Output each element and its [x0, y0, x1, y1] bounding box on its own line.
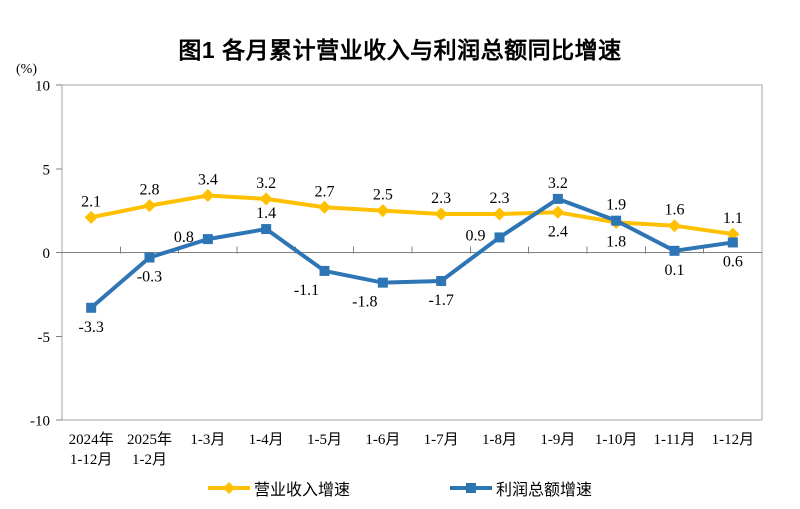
legend-square-marker-icon [450, 483, 492, 493]
marker-diamond-revenue-growth [493, 207, 506, 221]
marker-square-profit-growth [436, 275, 447, 286]
data-label-profit-growth: 0.8 [174, 229, 194, 246]
marker-diamond-revenue-growth [143, 199, 156, 213]
marker-square-profit-growth [144, 252, 155, 263]
data-label-profit-growth: 0.1 [665, 262, 685, 279]
x-axis-category-label: 1-4月 [249, 432, 284, 448]
marker-diamond-revenue-growth [726, 227, 740, 241]
data-label-profit-growth: 1.9 [606, 197, 626, 214]
marker-square-profit-growth [86, 302, 97, 313]
data-label-revenue-growth: 1.8 [606, 233, 626, 250]
marker-square-profit-growth [494, 232, 505, 243]
x-axis-category-label: 1-10月 [595, 432, 638, 448]
data-label-revenue-growth: 2.4 [548, 223, 568, 240]
x-axis-category-label: 1-8月 [482, 432, 517, 448]
data-label-profit-growth: 3.2 [548, 175, 568, 192]
x-axis-category-label: 1-5月 [307, 432, 342, 448]
series-line-profit-growth [89, 196, 735, 310]
data-label-revenue-growth: 2.1 [81, 193, 101, 210]
marker-diamond-revenue-growth [376, 204, 390, 218]
x-axis-category-label: 1-9月 [540, 432, 575, 448]
series-line-revenue-growth [89, 193, 735, 237]
data-label-profit-growth: -1.8 [352, 294, 377, 311]
marker-diamond-revenue-growth [434, 207, 448, 221]
marker-diamond-revenue-growth [201, 189, 215, 203]
line-chart-plot: 10 5 0 -5 -10 2024年 1-12月 2025年 1-2月 1-3月 1-4月 1-5月… [30, 79, 763, 468]
marker-square-profit-growth [727, 237, 738, 248]
data-label-revenue-growth: 2.7 [315, 183, 335, 200]
data-label-profit-growth: 1.4 [256, 205, 276, 222]
data-label-revenue-growth: 1.6 [665, 202, 685, 219]
data-label-profit-growth: 0.9 [466, 227, 486, 244]
data-label-revenue-growth: 2.5 [373, 187, 393, 204]
data-label-revenue-growth: 3.4 [198, 172, 218, 189]
data-label-revenue-growth: 1.1 [723, 210, 743, 227]
y-axis-tick-label: 5 [43, 162, 51, 178]
data-label-revenue-growth: 2.8 [140, 182, 160, 199]
data-label-revenue-growth: 3.2 [256, 175, 276, 192]
x-axis-category-label: 1-7月 [424, 432, 459, 448]
y-axis-tick-label: 10 [35, 79, 50, 95]
chart-title: 图1 各月累计营业收入与利润总额同比增速 [178, 37, 622, 63]
marker-square-profit-growth [669, 245, 680, 256]
x-axis-category-label: 1-11月 [654, 432, 696, 448]
y-axis-tick-label: 0 [43, 246, 51, 262]
marker-square-profit-growth [552, 193, 563, 204]
marker-diamond-revenue-growth [668, 219, 681, 233]
marker-diamond-revenue-growth [318, 200, 331, 214]
marker-square-profit-growth [261, 224, 272, 235]
data-label-revenue-growth: 2.3 [431, 190, 451, 207]
legend-label-profit-growth: 利润总额增速 [496, 482, 593, 499]
legend-item-revenue-growth: 营业收入增速 [207, 476, 350, 500]
data-label-profit-growth: -3.3 [79, 319, 104, 336]
y-axis-tick-label: -10 [30, 414, 50, 430]
y-axis-unit-label: (%) [16, 62, 37, 77]
marker-square-profit-growth [319, 265, 330, 276]
marker-diamond-revenue-growth [551, 205, 565, 219]
marker-square-profit-growth [611, 215, 622, 226]
marker-diamond-revenue-growth [259, 192, 273, 206]
data-label-profit-growth: 0.6 [723, 253, 743, 270]
data-label-profit-growth: -1.7 [429, 292, 454, 309]
marker-square-profit-growth [377, 277, 388, 288]
x-axis-category-label: 1-3月 [190, 432, 225, 448]
x-axis-category-label: 1-12月 [712, 432, 755, 448]
x-axis-category-label: 2024年 1-12月 [69, 431, 114, 468]
marker-square-profit-growth [202, 234, 213, 245]
y-axis-tick-label: -5 [38, 330, 51, 346]
legend-label-revenue-growth: 营业收入增速 [253, 482, 350, 499]
x-axis-category-label: 2025年 1-2月 [127, 431, 172, 468]
chart-legend: 营业收入增速 利润总额增速 [0, 476, 800, 500]
x-axis-category-label: 1-6月 [365, 432, 400, 448]
data-label-profit-growth: -0.3 [137, 269, 162, 286]
data-label-profit-growth: -1.1 [294, 282, 319, 299]
legend-item-profit-growth: 利润总额增速 [450, 476, 592, 500]
data-label-revenue-growth: 2.3 [490, 190, 510, 207]
marker-diamond-revenue-growth [84, 210, 98, 224]
legend-diamond-marker-icon [207, 482, 250, 494]
